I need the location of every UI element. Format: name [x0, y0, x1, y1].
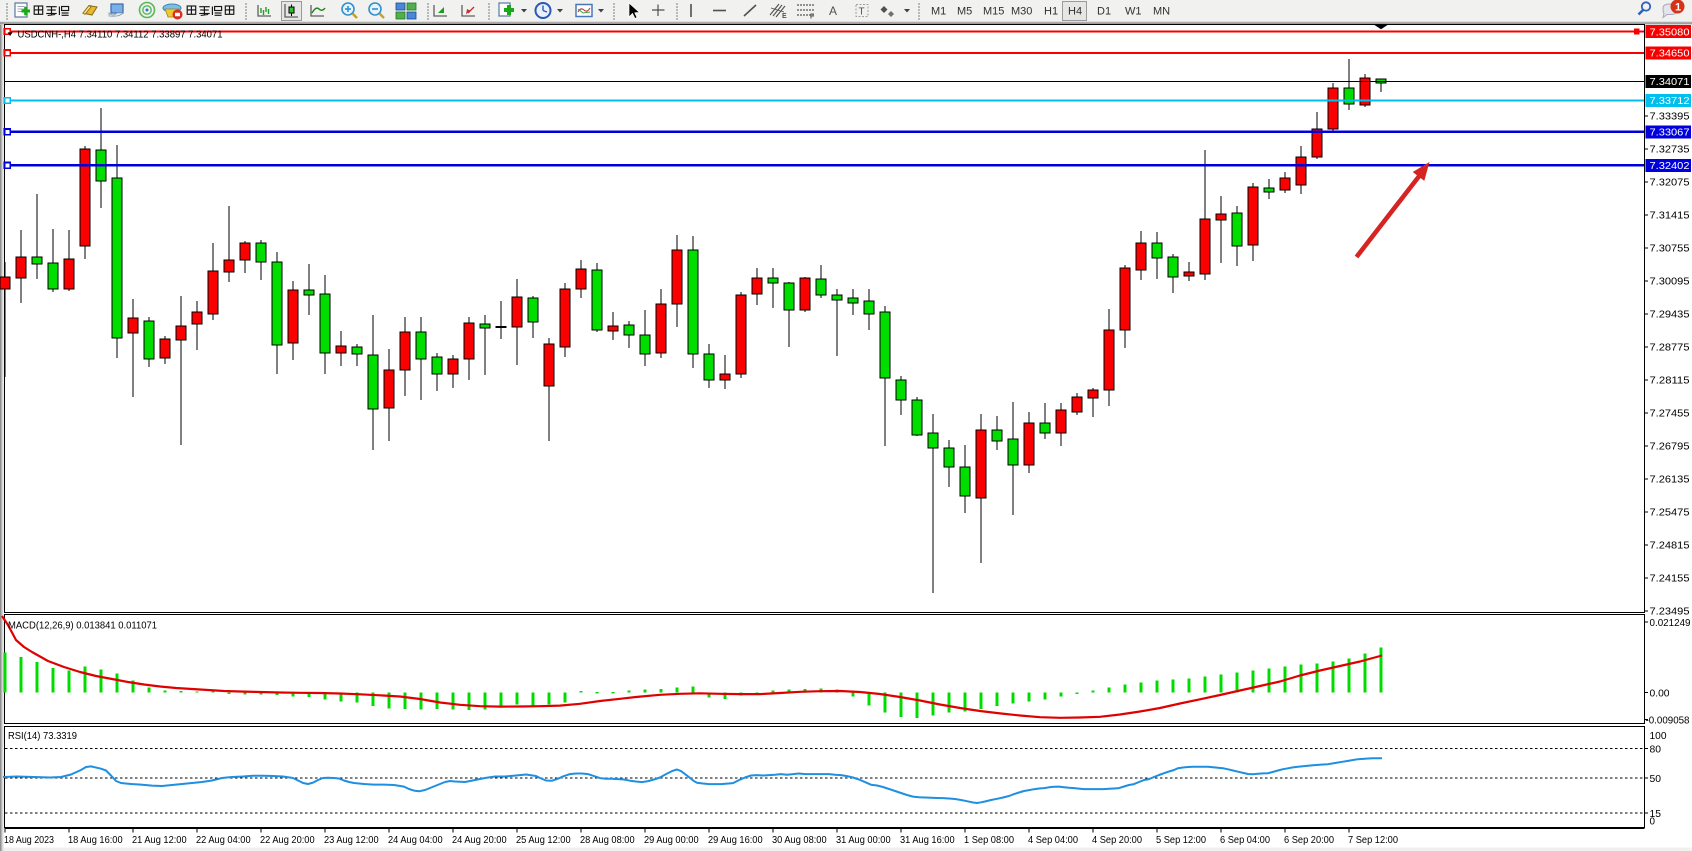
svg-text:7.31415: 7.31415 [1650, 210, 1690, 222]
svg-text:24 Aug 04:00: 24 Aug 04:00 [388, 834, 443, 846]
svg-text:4 Sep 20:00: 4 Sep 20:00 [1092, 834, 1142, 846]
svg-text:22 Aug 20:00: 22 Aug 20:00 [260, 834, 315, 846]
svg-text:F: F [810, 14, 815, 21]
svg-text:0.021249: 0.021249 [1650, 617, 1691, 629]
svg-text:A: A [829, 4, 837, 18]
svg-text:H1: H1 [1044, 6, 1058, 18]
svg-text:7.24815: 7.24815 [1650, 540, 1690, 552]
svg-text:21 Aug 12:00: 21 Aug 12:00 [132, 834, 187, 846]
svg-text:0: 0 [1650, 815, 1656, 827]
svg-text:7.33712: 7.33712 [1650, 95, 1690, 107]
svg-text:7.26135: 7.26135 [1650, 474, 1690, 486]
svg-text:D1: D1 [1097, 6, 1111, 18]
svg-text:7.30095: 7.30095 [1650, 276, 1690, 288]
svg-text:7 Sep 12:00: 7 Sep 12:00 [1348, 834, 1398, 846]
svg-text:4 Sep 04:00: 4 Sep 04:00 [1028, 834, 1078, 846]
svg-text:H4: H4 [1068, 6, 1082, 18]
svg-text:7.34650: 7.34650 [1650, 48, 1690, 60]
svg-text:6 Sep 04:00: 6 Sep 04:00 [1220, 834, 1270, 846]
svg-text:M15: M15 [983, 6, 1004, 18]
svg-text:MACD(12,26,9) 0.013841 0.01107: MACD(12,26,9) 0.013841 0.011071 [8, 620, 157, 632]
svg-text:1 Sep 08:00: 1 Sep 08:00 [964, 834, 1014, 846]
svg-text:30 Aug 08:00: 30 Aug 08:00 [772, 834, 827, 846]
svg-text:7.25475: 7.25475 [1650, 507, 1690, 519]
svg-text:7.29435: 7.29435 [1650, 309, 1690, 321]
svg-text:28 Aug 08:00: 28 Aug 08:00 [580, 834, 635, 846]
svg-text:W1: W1 [1125, 6, 1142, 18]
svg-text:7.30755: 7.30755 [1650, 243, 1690, 255]
svg-text:7.34071: 7.34071 [1650, 76, 1690, 88]
svg-text:100: 100 [1650, 730, 1667, 742]
svg-text:7.33067: 7.33067 [1650, 127, 1690, 139]
svg-text:29 Aug 00:00: 29 Aug 00:00 [644, 834, 699, 846]
svg-text:7.32075: 7.32075 [1650, 177, 1690, 189]
svg-text:USDCNH-,H4 7.34110 7.34112 7.: USDCNH-,H4 7.34110 7.34112 7.33897 7.340… [18, 29, 223, 41]
svg-text:RSI(14) 73.3319: RSI(14) 73.3319 [8, 730, 77, 742]
svg-text:5 Sep 12:00: 5 Sep 12:00 [1156, 834, 1206, 846]
svg-text:M5: M5 [957, 6, 972, 18]
svg-text:7.35080: 7.35080 [1650, 26, 1690, 38]
svg-text:23 Aug 12:00: 23 Aug 12:00 [324, 834, 379, 846]
svg-text:-0.009058: -0.009058 [1646, 714, 1690, 726]
svg-text:24 Aug 20:00: 24 Aug 20:00 [452, 834, 507, 846]
svg-text:7.32735: 7.32735 [1650, 144, 1690, 156]
svg-text:MN: MN [1153, 6, 1170, 18]
svg-text:22 Aug 04:00: 22 Aug 04:00 [196, 834, 251, 846]
svg-text:E: E [782, 13, 787, 20]
svg-text:25 Aug 12:00: 25 Aug 12:00 [516, 834, 571, 846]
svg-text:7.27455: 7.27455 [1650, 408, 1690, 420]
svg-text:80: 80 [1650, 743, 1662, 755]
svg-text:18 Aug 16:00: 18 Aug 16:00 [68, 834, 123, 846]
svg-text:M30: M30 [1011, 6, 1032, 18]
svg-text:7.28775: 7.28775 [1650, 342, 1690, 354]
svg-text:7.24155: 7.24155 [1650, 573, 1690, 585]
svg-text:31 Aug 16:00: 31 Aug 16:00 [900, 834, 955, 846]
svg-text:0.00: 0.00 [1650, 687, 1670, 699]
svg-text:29 Aug 16:00: 29 Aug 16:00 [708, 834, 763, 846]
svg-text:50: 50 [1650, 773, 1662, 785]
svg-text:T: T [859, 7, 865, 18]
svg-text:7.28115: 7.28115 [1650, 375, 1690, 387]
svg-text:7.26795: 7.26795 [1650, 441, 1690, 453]
svg-text:1: 1 [1675, 2, 1681, 14]
svg-text:6 Sep 20:00: 6 Sep 20:00 [1284, 834, 1334, 846]
svg-text:31 Aug 00:00: 31 Aug 00:00 [836, 834, 891, 846]
svg-text:18 Aug 2023: 18 Aug 2023 [4, 834, 54, 846]
svg-text:15: 15 [1650, 808, 1662, 820]
svg-text:7.32402: 7.32402 [1650, 160, 1690, 172]
svg-text:7.23495: 7.23495 [1650, 606, 1690, 618]
svg-text:7.33395: 7.33395 [1650, 111, 1690, 123]
svg-text:M1: M1 [931, 6, 946, 18]
